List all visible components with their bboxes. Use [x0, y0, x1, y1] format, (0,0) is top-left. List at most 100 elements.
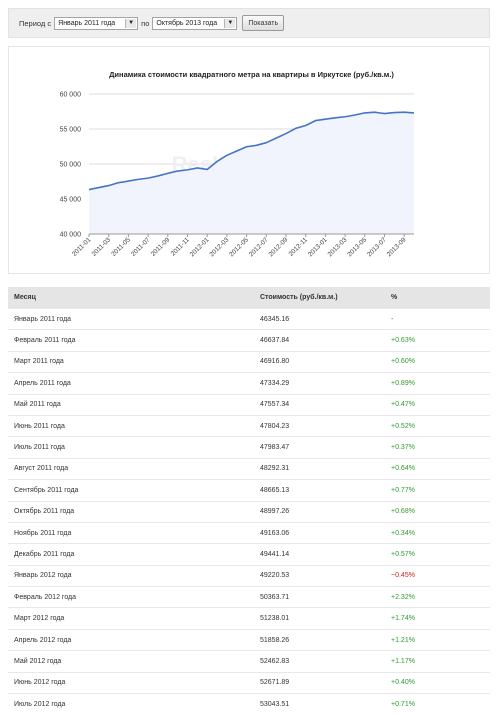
- column-header-price: Стоимость (руб./кв.м.): [254, 287, 385, 309]
- period-to-label: по: [141, 19, 149, 28]
- y-tick-label: 50 000: [60, 162, 82, 169]
- chevron-down-icon[interactable]: ▼: [125, 19, 136, 28]
- period-from-select[interactable]: Январь 2011 года ▼: [54, 17, 138, 30]
- cell-percent-change: +0.63%: [385, 330, 490, 351]
- x-tick-label: 2012-05: [228, 236, 250, 258]
- cell-month: Сентябрь 2011 года: [8, 480, 254, 501]
- x-tick-label: 2011-01: [71, 236, 93, 258]
- cell-percent-change: -: [385, 309, 490, 330]
- column-header-percent: %: [385, 287, 490, 309]
- cell-price: 48997.26: [254, 501, 385, 522]
- y-tick-label: 60 000: [60, 92, 82, 99]
- cell-price: 52671.89: [254, 672, 385, 693]
- price-chart: Динамика стоимости квадратного метра на …: [9, 47, 491, 275]
- x-tick-label: 2011-07: [130, 236, 152, 258]
- price-table: Месяц Стоимость (руб./кв.м.) % Январь 20…: [8, 287, 490, 714]
- cell-price: 46345.16: [254, 309, 385, 330]
- x-tick-label: 2013-03: [327, 236, 349, 258]
- cell-percent-change: +0.40%: [385, 672, 490, 693]
- period-to-value: Октябрь 2013 года: [156, 20, 217, 27]
- cell-percent-change: +2.32%: [385, 587, 490, 608]
- x-tick-label: 2011-11: [170, 236, 191, 257]
- cell-price: 47557.34: [254, 394, 385, 415]
- cell-price: 51238.01: [254, 608, 385, 629]
- cell-price: 47804.23: [254, 415, 385, 436]
- x-tick-label: 2012-03: [208, 236, 230, 258]
- x-tick-label: 2013-07: [366, 236, 388, 258]
- cell-percent-change: +0.57%: [385, 544, 490, 565]
- cell-month: Март 2012 года: [8, 608, 254, 629]
- cell-price: 49441.14: [254, 544, 385, 565]
- cell-percent-change: +0.37%: [385, 437, 490, 458]
- cell-percent-change: +1.21%: [385, 629, 490, 650]
- cell-percent-change: +0.64%: [385, 458, 490, 479]
- cell-month: Апрель 2012 года: [8, 629, 254, 650]
- cell-price: 49220.53: [254, 565, 385, 586]
- chevron-down-icon[interactable]: ▼: [224, 19, 235, 28]
- cell-month: Май 2012 года: [8, 651, 254, 672]
- period-from-label: Период с: [19, 19, 51, 28]
- cell-price: 52462.83: [254, 651, 385, 672]
- cell-month: Апрель 2011 года: [8, 373, 254, 394]
- price-chart-panel: Динамика стоимости квадратного метра на …: [8, 46, 490, 274]
- cell-price: 48292.31: [254, 458, 385, 479]
- cell-percent-change: +0.71%: [385, 694, 490, 714]
- x-tick-label: 2011-03: [91, 236, 113, 258]
- show-button[interactable]: Показать: [242, 15, 284, 31]
- cell-price: 46637.84: [254, 330, 385, 351]
- x-tick-label: 2013-01: [307, 236, 329, 258]
- cell-month: Январь 2012 года: [8, 565, 254, 586]
- y-tick-label: 40 000: [60, 232, 82, 239]
- cell-percent-change: +0.52%: [385, 415, 490, 436]
- x-tick-label: 2012-09: [268, 236, 290, 258]
- y-tick-label: 45 000: [60, 197, 82, 204]
- period-to-select[interactable]: Октябрь 2013 года ▼: [152, 17, 237, 30]
- cell-price: 48665.13: [254, 480, 385, 501]
- period-filter-bar: Период с Январь 2011 года ▼ по Октябрь 2…: [8, 8, 490, 38]
- cell-percent-change: +0.47%: [385, 394, 490, 415]
- y-tick-label: 55 000: [60, 127, 82, 134]
- cell-percent-change: +0.34%: [385, 522, 490, 543]
- cell-price: 53043.51: [254, 694, 385, 714]
- period-from-value: Январь 2011 года: [58, 20, 115, 27]
- x-tick-label: 2013-05: [346, 236, 368, 258]
- column-header-month: Месяц: [8, 287, 254, 309]
- cell-month: Май 2011 года: [8, 394, 254, 415]
- cell-price: 49163.06: [254, 522, 385, 543]
- cell-percent-change: +1.74%: [385, 608, 490, 629]
- x-tick-label: 2011-09: [150, 236, 172, 258]
- cell-month: Февраль 2011 года: [8, 330, 254, 351]
- cell-month: Март 2011 года: [8, 351, 254, 372]
- cell-month: Январь 2011 года: [8, 309, 254, 330]
- cell-month: Октябрь 2011 года: [8, 501, 254, 522]
- cell-month: Февраль 2012 года: [8, 587, 254, 608]
- chart-title: Динамика стоимости квадратного метра на …: [109, 70, 394, 79]
- cell-price: 51858.26: [254, 629, 385, 650]
- table-header-row: Месяц Стоимость (руб./кв.м.) %: [8, 287, 490, 309]
- cell-percent-change: +0.77%: [385, 480, 490, 501]
- x-tick-label: 2012-11: [288, 236, 310, 258]
- cell-percent-change: +0.89%: [385, 373, 490, 394]
- cell-percent-change: +1.17%: [385, 651, 490, 672]
- cell-percent-change: −0.45%: [385, 565, 490, 586]
- cell-percent-change: +0.60%: [385, 351, 490, 372]
- x-tick-label: 2012-01: [189, 236, 211, 258]
- cell-month: Ноябрь 2011 года: [8, 522, 254, 543]
